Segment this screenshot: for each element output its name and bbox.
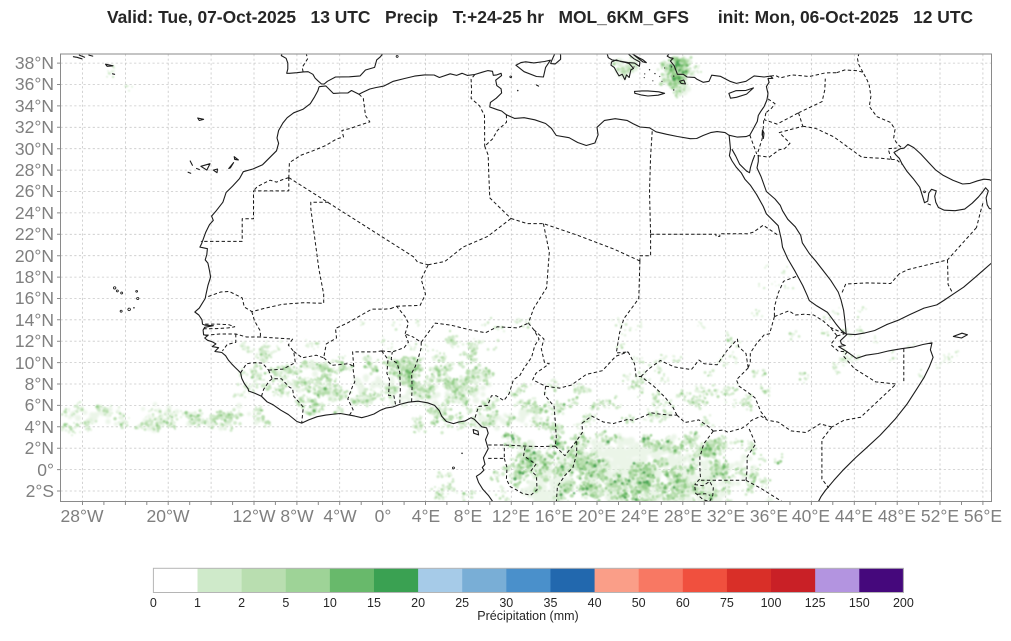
svg-text:100: 100 <box>761 596 782 610</box>
svg-text:24°E: 24°E <box>621 506 659 526</box>
svg-text:4°W: 4°W <box>323 506 357 526</box>
svg-text:28°W: 28°W <box>61 506 104 526</box>
svg-text:20°E: 20°E <box>578 506 616 526</box>
svg-text:22°N: 22°N <box>15 224 54 244</box>
svg-text:Valid: Tue, 07-Oct-2025 13 U: Valid: Tue, 07-Oct-2025 13 UTC Precip T:… <box>107 7 974 27</box>
svg-text:2°S: 2°S <box>26 481 54 501</box>
svg-text:0°: 0° <box>37 460 54 480</box>
svg-text:4°N: 4°N <box>25 417 54 437</box>
svg-text:56°E: 56°E <box>964 506 1002 526</box>
svg-text:32°N: 32°N <box>15 117 54 137</box>
svg-text:44°E: 44°E <box>835 506 873 526</box>
svg-text:20: 20 <box>411 596 425 610</box>
svg-text:28°E: 28°E <box>664 506 702 526</box>
svg-text:12°E: 12°E <box>492 506 530 526</box>
svg-text:10°N: 10°N <box>15 353 54 373</box>
svg-text:150: 150 <box>849 596 870 610</box>
svg-text:24°N: 24°N <box>15 203 54 223</box>
svg-text:30: 30 <box>499 596 513 610</box>
svg-text:20°N: 20°N <box>15 246 54 266</box>
svg-text:50: 50 <box>632 596 646 610</box>
svg-text:12°W: 12°W <box>233 506 276 526</box>
svg-text:48°E: 48°E <box>878 506 916 526</box>
svg-text:12°N: 12°N <box>15 331 54 351</box>
svg-text:0: 0 <box>150 596 157 610</box>
svg-text:52°E: 52°E <box>921 506 959 526</box>
svg-text:35: 35 <box>544 596 558 610</box>
svg-text:26°N: 26°N <box>15 181 54 201</box>
svg-text:60: 60 <box>676 596 690 610</box>
svg-text:8°W: 8°W <box>280 506 314 526</box>
svg-text:32°E: 32°E <box>707 506 745 526</box>
svg-text:2: 2 <box>238 596 245 610</box>
svg-text:75: 75 <box>720 596 734 610</box>
svg-text:18°N: 18°N <box>15 267 54 287</box>
svg-text:38°N: 38°N <box>15 53 54 73</box>
svg-text:0°: 0° <box>375 506 392 526</box>
svg-text:20°W: 20°W <box>147 506 190 526</box>
svg-text:34°N: 34°N <box>15 96 54 116</box>
svg-text:1: 1 <box>194 596 201 610</box>
svg-text:36°N: 36°N <box>15 74 54 94</box>
svg-text:30°N: 30°N <box>15 139 54 159</box>
svg-text:8°N: 8°N <box>25 374 54 394</box>
svg-text:28°N: 28°N <box>15 160 54 180</box>
svg-text:40°E: 40°E <box>792 506 830 526</box>
svg-text:Précipitation (mm): Précipitation (mm) <box>477 609 578 623</box>
svg-text:200: 200 <box>893 596 914 610</box>
svg-text:5: 5 <box>282 596 289 610</box>
svg-text:36°E: 36°E <box>750 506 788 526</box>
svg-text:14°N: 14°N <box>15 310 54 330</box>
svg-text:40: 40 <box>588 596 602 610</box>
svg-text:4°E: 4°E <box>412 506 440 526</box>
svg-text:125: 125 <box>805 596 826 610</box>
svg-text:2°N: 2°N <box>25 438 54 458</box>
svg-text:15: 15 <box>367 596 381 610</box>
svg-text:25: 25 <box>455 596 469 610</box>
svg-text:6°N: 6°N <box>25 395 54 415</box>
svg-text:10: 10 <box>323 596 337 610</box>
svg-text:16°N: 16°N <box>15 288 54 308</box>
svg-text:8°E: 8°E <box>454 506 482 526</box>
svg-text:16°E: 16°E <box>535 506 573 526</box>
